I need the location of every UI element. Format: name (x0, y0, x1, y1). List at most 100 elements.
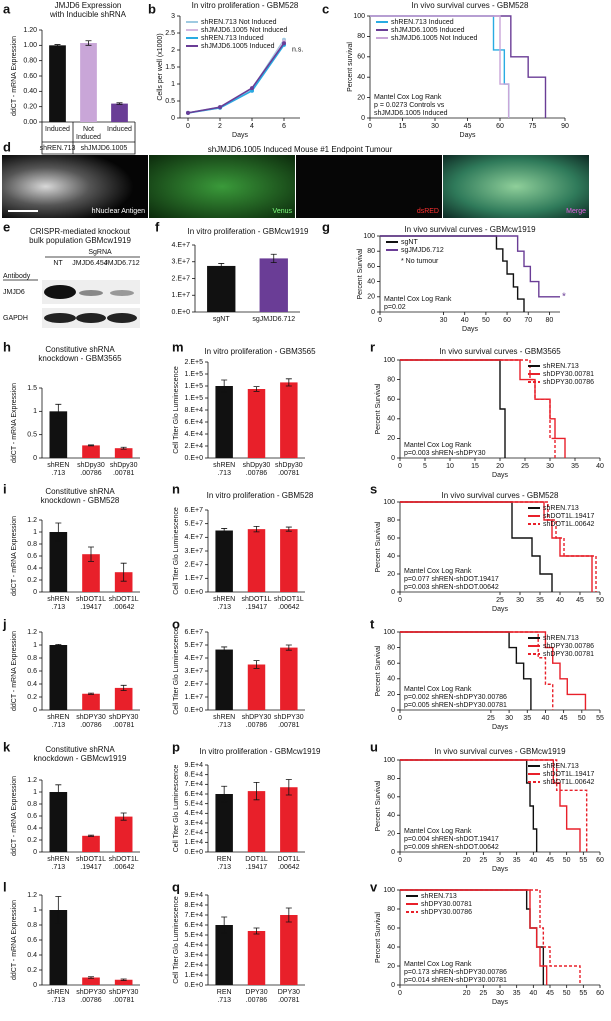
x-tick-label: 35 (513, 990, 521, 997)
x-tick-label: shREN (47, 462, 69, 469)
y-axis-label: ddCT - mRNA Expression (11, 776, 18, 856)
x-tick-label: 40 (461, 317, 469, 324)
legend-label: sgNT (401, 239, 418, 246)
x-tick-label: 25 (479, 857, 487, 864)
x-tick-label: 35 (513, 857, 521, 864)
y-tick-label: 8.E+4 (185, 772, 204, 779)
y-tick-label: 0.40 (23, 88, 37, 95)
error-bar (116, 102, 123, 105)
bar (247, 529, 266, 592)
y-tick-label: 0.8 (27, 801, 37, 808)
annotation: Mantel Cox Log Rank (404, 568, 472, 575)
x-tick-label: 0 (368, 123, 372, 130)
y-tick-label: 1 (33, 642, 37, 649)
y-tick-label: 0.4 (27, 565, 37, 572)
survival-curve (400, 359, 566, 458)
x-tick-label: 25 (521, 463, 529, 470)
y-tick-label: 2.5 (165, 30, 175, 37)
y-tick-label: 1 (33, 789, 37, 796)
chart-title: knockdown - GBMcw1919 (34, 754, 127, 763)
y-axis-label: Cell Titer Glo Luminescence (173, 765, 180, 853)
bar (280, 529, 298, 592)
x-tick-label: .00642 (278, 604, 300, 611)
chart-title: In vitro proliferation - GBM528 (192, 1, 299, 10)
survival-curve (400, 889, 581, 985)
y-tick-label: 0.8 (27, 655, 37, 662)
chart-title: In vitro proliferation - GBMcw1919 (188, 227, 309, 236)
y-tick-label: 80 (357, 33, 365, 40)
x-axis-label: Days (460, 132, 476, 139)
bar (247, 664, 266, 710)
data-point (186, 110, 190, 115)
annotation: p=0.173 shREN-shDPY30.00786 (404, 969, 507, 976)
legend-label: shDOT1L.00642 (543, 521, 594, 528)
y-tick-label: 1.E+5 (185, 371, 204, 378)
annotation: p=0.005 shREN-shDPY30.00781 (404, 702, 507, 709)
y-tick-label: 0.6 (27, 553, 37, 560)
x-tick-label: shDPY30 (274, 714, 304, 721)
channel-label: Merge (566, 208, 586, 215)
survival-curve (400, 759, 588, 852)
legend-label: sgJMJD6.712 (401, 247, 444, 254)
y-tick-label: 0.00 (23, 119, 37, 126)
y-tick-label: 0.E+0 (185, 707, 204, 714)
y-axis-label: Cells per well (x1000) (157, 33, 164, 100)
panel-letter: p (172, 739, 180, 754)
x-tick-label: 4 (250, 123, 254, 130)
x-tick-label: .19417 (80, 604, 102, 611)
y-tick-label: 0.5 (27, 432, 37, 439)
error-bar (285, 779, 292, 796)
blot-title: bulk population GBMcw1919 (29, 236, 131, 245)
panel-letter: n (172, 481, 180, 496)
error-bar (55, 522, 62, 542)
x-tick-label: .713 (217, 722, 231, 729)
panel-letter: v (370, 879, 378, 894)
band (79, 290, 103, 296)
bar (114, 448, 133, 458)
y-tick-label: 1.E+4 (185, 972, 204, 979)
survival-curve (400, 501, 553, 592)
data-point (250, 86, 254, 91)
y-tick-label: 1 (171, 81, 175, 88)
x-tick-label: .00781 (113, 722, 135, 729)
error-bar (88, 976, 94, 979)
x-tick-label: 30 (505, 715, 513, 722)
y-tick-label: 100 (383, 757, 395, 764)
y-tick-label: 100 (383, 629, 395, 636)
y-tick-label: 3.E+7 (172, 259, 191, 266)
survival-curve (400, 759, 581, 852)
y-tick-label: 0 (391, 707, 395, 714)
x-tick-label: 5 (423, 463, 427, 470)
y-tick-label: 3.E+4 (185, 952, 204, 959)
y-tick-label: 0.2 (27, 577, 37, 584)
y-axis-label: Cell Titer Glo Luminescence (173, 507, 180, 595)
x-tick-label: .19417 (246, 604, 268, 611)
y-tick-label: 20 (367, 294, 375, 301)
legend-label: shJMJD6.1005 Not Induced (201, 27, 287, 34)
y-tick-label: 60 (387, 660, 395, 667)
y-axis-label: Percent Survival (375, 645, 382, 696)
x-tick-label: .00781 (278, 722, 300, 729)
y-tick-label: 1.E+5 (185, 395, 204, 402)
bar (114, 816, 133, 852)
y-tick-label: 80 (387, 906, 395, 913)
bar (215, 386, 233, 458)
survival-curve (380, 235, 525, 312)
x-tick-label: .00786 (246, 470, 268, 477)
x-tick-label: REN (217, 989, 232, 996)
x-tick-label: 15 (471, 463, 479, 470)
y-tick-label: 0.8 (27, 922, 37, 929)
legend-label: shDPY30.00786 (421, 909, 472, 916)
error-bar (253, 386, 260, 392)
error-bar (218, 263, 225, 269)
x-tick-label: 45 (464, 123, 472, 130)
y-tick-label: 80 (387, 644, 395, 651)
chart-title: In vivo survival curves - GBMcw1919 (404, 225, 536, 234)
x-tick-label: 25 (479, 990, 487, 997)
error-bar (88, 834, 94, 837)
survival-curve (400, 759, 538, 852)
y-tick-label: 60 (387, 396, 395, 403)
x-tick-label: shREN (47, 856, 69, 863)
x-tick-label: 40 (556, 597, 564, 604)
y-tick-label: 1.2 (27, 777, 37, 784)
